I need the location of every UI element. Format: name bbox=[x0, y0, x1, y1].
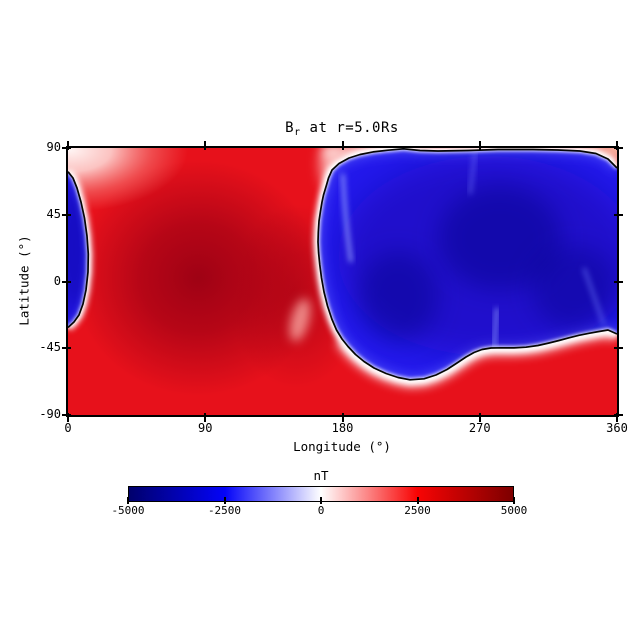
x-tick-label: 90 bbox=[198, 421, 213, 435]
y-tick-left bbox=[62, 347, 71, 350]
colorbar-label: nT bbox=[313, 468, 329, 483]
y-tick-right bbox=[614, 414, 623, 416]
colorbar-tick-label: 0 bbox=[317, 504, 325, 517]
title-subscript: r bbox=[294, 127, 301, 138]
x-tick-bottom bbox=[341, 413, 344, 422]
figure-title: Br at r=5.0Rs bbox=[192, 120, 492, 138]
neutral-line-main bbox=[317, 148, 617, 381]
y-tick-right bbox=[614, 347, 623, 350]
x-tick-label: 180 bbox=[331, 421, 354, 435]
title-prefix: B bbox=[285, 120, 295, 136]
x-tick-label: 360 bbox=[606, 421, 628, 435]
x-tick-top bbox=[204, 141, 207, 150]
colorbar-tick-label: -5000 bbox=[111, 504, 145, 517]
heatmap-image bbox=[68, 148, 617, 415]
colorbar-tick bbox=[127, 497, 129, 504]
y-tick-right bbox=[614, 213, 623, 216]
x-tick-bottom bbox=[204, 413, 207, 422]
colorbar-tick-label: 5000 bbox=[500, 504, 528, 517]
pale-top-left-corner bbox=[68, 148, 188, 212]
colorbar-tick bbox=[416, 497, 419, 504]
y-tick-left bbox=[62, 147, 71, 149]
pale-wedge bbox=[289, 298, 311, 342]
y-tick-left bbox=[62, 213, 71, 216]
y-tick-right bbox=[614, 280, 623, 283]
x-tick-top bbox=[478, 141, 481, 150]
x-tick-top bbox=[67, 141, 69, 150]
y-tick-left bbox=[62, 280, 71, 283]
colorbar-tick-label: -2500 bbox=[207, 504, 242, 517]
x-tick-label: 270 bbox=[468, 421, 491, 435]
x-tick-top bbox=[341, 141, 344, 150]
plot-frame bbox=[66, 146, 619, 417]
x-tick-bottom bbox=[616, 413, 618, 422]
x-tick-top bbox=[616, 141, 618, 150]
x-tick-bottom bbox=[67, 413, 69, 422]
y-tick-label: 0 bbox=[53, 273, 61, 288]
x-axis-label: Longitude (°) bbox=[293, 439, 391, 454]
colorbar-tick bbox=[223, 497, 226, 504]
y-tick-label: 45 bbox=[46, 206, 61, 221]
colorbar-tick bbox=[513, 497, 515, 504]
colorbar-tick-label: 2500 bbox=[404, 504, 431, 517]
title-suffix: at r=5.0Rs bbox=[300, 120, 399, 136]
neutral-line-left-lobe bbox=[68, 171, 90, 329]
x-tick-bottom bbox=[478, 413, 481, 422]
y-tick-label: -45 bbox=[39, 340, 61, 355]
y-tick-left bbox=[62, 414, 71, 416]
y-tick-label: -90 bbox=[39, 407, 61, 421]
x-tick-label: 0 bbox=[64, 421, 72, 435]
colorbar-tick bbox=[320, 497, 322, 504]
y-tick-label: 90 bbox=[46, 140, 61, 154]
negative-region-texture bbox=[318, 148, 617, 380]
y-tick-right bbox=[614, 147, 623, 149]
